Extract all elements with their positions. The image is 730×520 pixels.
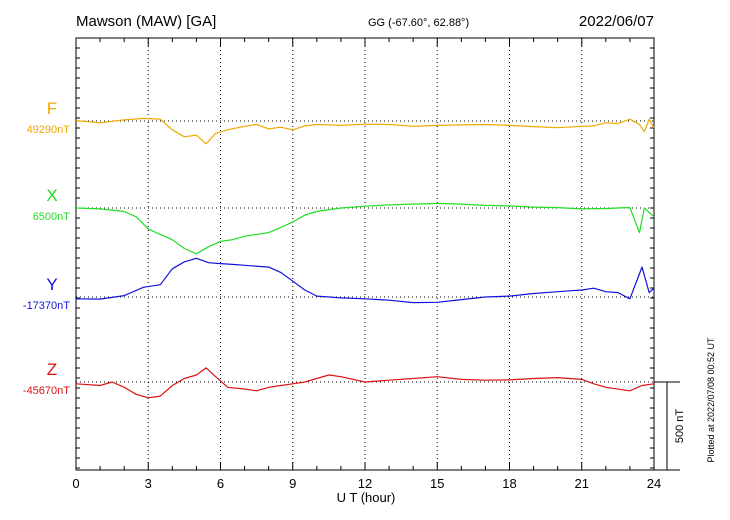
x-tick-label: 3 — [145, 476, 152, 491]
plotted-note: Plotted at 2022/07/08 00:52 UT — [706, 337, 716, 463]
x-tick-label: 9 — [289, 476, 296, 491]
chart-title: Mawson (MAW) [GA] — [76, 13, 216, 30]
chart-subtitle: GG (-67.60°, 62.88°) — [368, 17, 469, 29]
series-line-x — [75, 202, 655, 255]
scale-bar: 500 nT — [654, 381, 686, 471]
series-name-z: Z — [47, 360, 57, 379]
scale-bar-label: 500 nT — [674, 409, 686, 444]
x-tick-label: 21 — [575, 476, 589, 491]
series-labels: F 49290nT X 6500nT Y -17370nT Z -45670nT — [23, 99, 70, 397]
series-name-y: Y — [46, 275, 57, 294]
series-lines — [75, 117, 655, 399]
series-baseline-label-f: 49290nT — [27, 124, 71, 136]
series-baseline-label-x: 6500nT — [33, 211, 71, 223]
x-tick-label: 0 — [72, 476, 79, 491]
x-tick-label: 6 — [217, 476, 224, 491]
series-line-z — [75, 367, 655, 399]
series-baseline-label-z: -45670nT — [23, 385, 70, 397]
x-tick-label: 24 — [647, 476, 661, 491]
series-name-x: X — [46, 186, 57, 205]
series-baseline-label-y: -17370nT — [23, 300, 70, 312]
series-line-f — [75, 117, 655, 145]
x-tick-label: 12 — [358, 476, 372, 491]
x-tick-label: 18 — [502, 476, 516, 491]
x-axis-ticks: 0 3 6 9 12 15 18 21 24 — [72, 37, 661, 491]
series-line-y — [75, 257, 655, 304]
x-axis-label: U T (hour) — [337, 490, 396, 505]
series-name-f: F — [47, 99, 57, 118]
vertical-gridlines — [147, 38, 583, 470]
chart-date: 2022/06/07 — [579, 13, 654, 30]
x-tick-label: 15 — [430, 476, 444, 491]
